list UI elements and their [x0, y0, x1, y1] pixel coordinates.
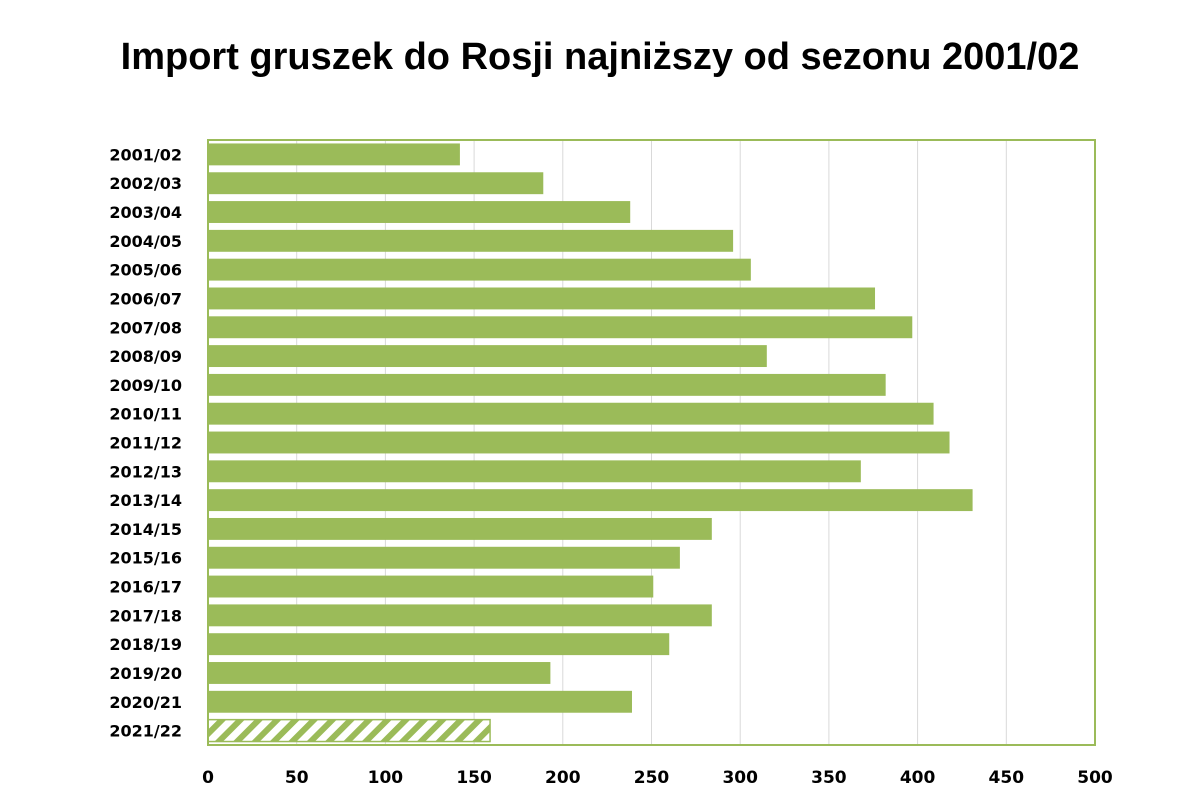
category-label: 2002/03	[109, 174, 182, 193]
category-label: 2005/06	[109, 261, 182, 280]
category-label: 2012/13	[109, 462, 182, 481]
category-label: 2015/16	[109, 549, 182, 568]
category-labels: 2001/02 2002/03 2003/04 2004/05 2005/06 2006/…	[109, 145, 182, 740]
category-label: 2008/09	[109, 347, 182, 366]
bar-2017-18	[208, 604, 712, 627]
category-label: 2021/22	[109, 722, 182, 741]
x-tick-label: 150	[456, 768, 492, 788]
category-label: 2003/04	[109, 203, 182, 222]
category-label: 2014/15	[109, 520, 182, 539]
bar-2011-12	[208, 431, 950, 454]
bars	[207, 143, 973, 743]
x-tick-label: 500	[1077, 768, 1113, 788]
bar-2009-10	[208, 373, 886, 396]
category-label: 2007/08	[109, 318, 182, 337]
category-label: 2004/05	[109, 232, 182, 251]
category-label: 2017/18	[109, 606, 182, 625]
category-label: 2011/12	[109, 434, 182, 453]
x-tick-label: 50	[285, 768, 309, 788]
bar-2018-19	[208, 633, 670, 656]
bar-2019-20	[208, 662, 551, 684]
bar-2020-21	[208, 690, 632, 713]
category-label: 2013/14	[109, 491, 182, 510]
bar-2015-16	[208, 546, 680, 569]
x-tick-label: 100	[368, 768, 404, 788]
category-label: 2019/20	[109, 664, 182, 683]
bar-2005-06	[208, 258, 751, 281]
x-tick-label: 250	[634, 768, 670, 788]
bar-2014-15	[208, 517, 712, 540]
bar-2006-07	[208, 287, 876, 310]
bar-2010-11	[208, 402, 934, 425]
x-tick-label: 350	[811, 768, 847, 788]
bar-2013-14	[208, 489, 973, 512]
bar-2021-22	[207, 718, 491, 743]
x-tick-label: 400	[900, 768, 936, 788]
category-label: 2006/07	[109, 289, 182, 308]
plot-area-frame	[207, 139, 1096, 746]
bar-2002-03	[208, 172, 544, 195]
bar-2004-05	[208, 229, 734, 252]
x-tick-label: 0	[202, 768, 214, 788]
category-label: 2018/19	[109, 635, 182, 654]
bar-2012-13	[208, 460, 861, 483]
chart-title: Import gruszek do Rosji najniższy od sez…	[120, 36, 1080, 78]
x-tick-label: 300	[722, 768, 758, 788]
bar-2001-02	[208, 143, 460, 166]
category-label: 2001/02	[109, 145, 182, 164]
category-label: 2009/10	[109, 376, 182, 395]
bar-2008-09	[208, 345, 767, 368]
bar-2007-08	[208, 316, 913, 339]
x-tick-label: 200	[545, 768, 581, 788]
x-axis-tick-labels: 0 50 100 150 200 250 300 350 400 450 500	[202, 768, 1113, 788]
bar-2003-04	[208, 201, 631, 223]
category-label: 2010/11	[109, 405, 182, 424]
bar-2016-17	[208, 575, 654, 598]
category-label: 2020/21	[109, 693, 182, 712]
x-tick-label: 450	[989, 768, 1025, 788]
category-label: 2016/17	[109, 578, 182, 597]
